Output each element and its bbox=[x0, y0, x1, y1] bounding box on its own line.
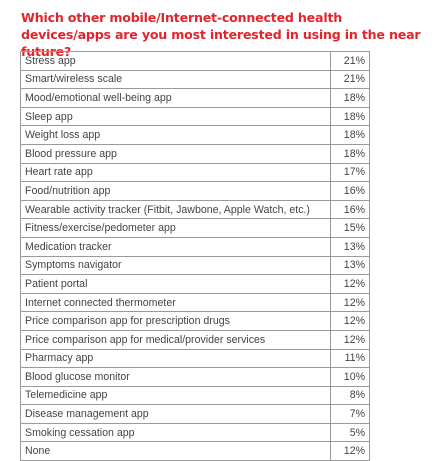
row-value: 12% bbox=[330, 292, 370, 313]
row-value: 10% bbox=[330, 367, 370, 387]
row-value: 16% bbox=[330, 181, 370, 201]
table-row: Wearable activity tracker (Fitbit, Jawbo… bbox=[20, 199, 370, 220]
row-label: Sleep app bbox=[20, 106, 331, 127]
row-label: Wearable activity tracker (Fitbit, Jawbo… bbox=[20, 199, 331, 220]
row-label: Heart rate app bbox=[20, 162, 331, 183]
row-value: 18% bbox=[330, 125, 370, 145]
table-row: None 12% bbox=[20, 441, 370, 461]
row-value: 21% bbox=[330, 69, 370, 90]
row-label: Fitness/exercise/pedometer app bbox=[20, 218, 331, 238]
table-row: Symptoms navigator 13% bbox=[20, 255, 370, 276]
row-value: 8% bbox=[330, 385, 370, 406]
row-label: Price comparison app for medical/provide… bbox=[20, 329, 331, 350]
row-value: 12% bbox=[330, 274, 370, 294]
row-label: Smart/wireless scale bbox=[20, 69, 331, 90]
row-label: Internet connected thermometer bbox=[20, 292, 331, 313]
row-label: Symptoms navigator bbox=[20, 255, 331, 276]
row-label: Weight loss app bbox=[20, 125, 331, 145]
row-value: 18% bbox=[330, 88, 370, 108]
row-label: Smoking cessation app bbox=[20, 422, 331, 443]
row-value: 18% bbox=[330, 143, 370, 164]
table-row: Heart rate app 17% bbox=[20, 162, 370, 183]
row-value: 18% bbox=[330, 106, 370, 127]
row-label: Blood pressure app bbox=[20, 143, 331, 164]
row-value: 5% bbox=[330, 422, 370, 443]
row-value: 15% bbox=[330, 218, 370, 238]
table-row: Sleep app 18% bbox=[20, 106, 370, 127]
table-row: Stress app 21% bbox=[20, 51, 370, 71]
row-value: 12% bbox=[330, 311, 370, 331]
row-value: 7% bbox=[330, 404, 370, 424]
table-row: Telemedicine app 8% bbox=[20, 385, 370, 406]
row-value: 13% bbox=[330, 236, 370, 257]
row-label: Food/nutrition app bbox=[20, 181, 331, 201]
table-row: Blood glucose monitor 10% bbox=[20, 367, 370, 387]
table-row: Patient portal 12% bbox=[20, 274, 370, 294]
table-row: Blood pressure app 18% bbox=[20, 143, 370, 164]
row-value: 12% bbox=[330, 329, 370, 350]
row-label: None bbox=[20, 441, 331, 461]
row-label: Medication tracker bbox=[20, 236, 331, 257]
row-value: 16% bbox=[330, 199, 370, 220]
row-value: 12% bbox=[330, 441, 370, 461]
row-label: Telemedicine app bbox=[20, 385, 331, 406]
table-row: Price comparison app for medical/provide… bbox=[20, 329, 370, 350]
table-row: Pharmacy app 11% bbox=[20, 348, 370, 369]
table-row: Smart/wireless scale 21% bbox=[20, 69, 370, 90]
table-row: Price comparison app for prescription dr… bbox=[20, 311, 370, 331]
row-value: 17% bbox=[330, 162, 370, 183]
table-row: Medication tracker 13% bbox=[20, 236, 370, 257]
row-label: Pharmacy app bbox=[20, 348, 331, 369]
table-row: Weight loss app 18% bbox=[20, 125, 370, 145]
table-row: Internet connected thermometer 12% bbox=[20, 292, 370, 313]
row-label: Mood/emotional well-being app bbox=[20, 88, 331, 108]
row-label: Price comparison app for prescription dr… bbox=[20, 311, 331, 331]
row-value: 13% bbox=[330, 255, 370, 276]
row-value: 21% bbox=[330, 51, 370, 71]
table-row: Disease management app 7% bbox=[20, 404, 370, 424]
table-row: Food/nutrition app 16% bbox=[20, 181, 370, 201]
results-table: Stress app 21% Smart/wireless scale 21% Mood… bbox=[20, 51, 370, 461]
row-value: 11% bbox=[330, 348, 370, 369]
table-row: Mood/emotional well-being app 18% bbox=[20, 88, 370, 108]
row-label: Blood glucose monitor bbox=[20, 367, 331, 387]
table-row: Fitness/exercise/pedometer app 15% bbox=[20, 218, 370, 238]
row-label: Patient portal bbox=[20, 274, 331, 294]
table-row: Smoking cessation app 5% bbox=[20, 422, 370, 443]
row-label: Disease management app bbox=[20, 404, 331, 424]
row-label: Stress app bbox=[20, 51, 331, 71]
